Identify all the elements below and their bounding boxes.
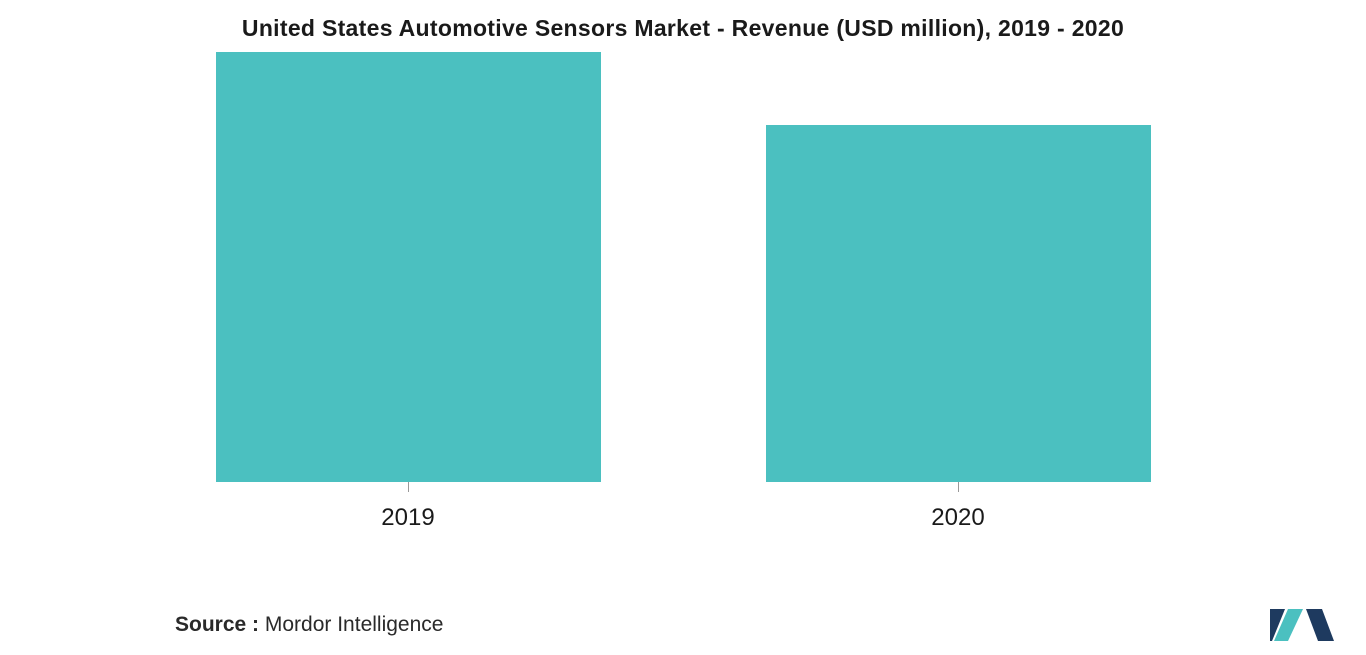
mordor-logo-icon [1268, 605, 1336, 643]
x-tick [958, 482, 959, 492]
source-text: Source : Mordor Intelligence [175, 613, 443, 637]
x-label-2019: 2019 [381, 504, 434, 532]
bar-group-2019: 2019 [133, 52, 683, 532]
chart-container: United States Automotive Sensors Market … [0, 0, 1366, 655]
source-value: Mordor Intelligence [259, 613, 443, 636]
bar-2019 [216, 52, 601, 482]
chart-title: United States Automotive Sensors Market … [0, 15, 1366, 42]
source-label: Source : [175, 613, 259, 636]
bar-group-2020: 2020 [683, 125, 1233, 532]
x-label-2020: 2020 [931, 504, 984, 532]
x-tick [408, 482, 409, 492]
bar-2020 [766, 125, 1151, 482]
source-row: Source : Mordor Intelligence [175, 613, 1336, 637]
plot-area: 2019 2020 [133, 82, 1233, 532]
